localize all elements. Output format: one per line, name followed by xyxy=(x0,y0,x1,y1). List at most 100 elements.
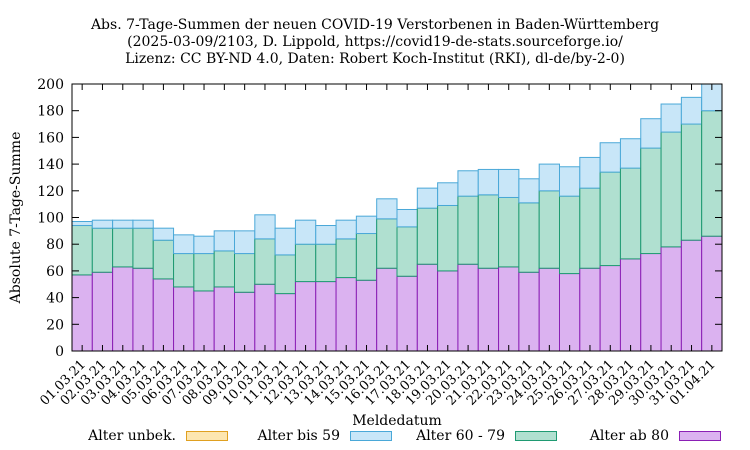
bar-segment xyxy=(173,234,195,255)
bar-segment xyxy=(193,290,215,352)
bar-segment xyxy=(112,219,134,229)
bar-segment xyxy=(315,225,337,245)
bar-segment xyxy=(599,171,621,267)
bar-segment xyxy=(71,225,93,276)
bar-segment xyxy=(254,283,276,352)
bar-segment xyxy=(559,195,581,275)
bar-segment xyxy=(274,254,296,295)
bar-segment xyxy=(355,279,378,352)
bar-segment xyxy=(294,281,317,352)
bar-segment xyxy=(234,253,256,293)
bar-segment xyxy=(254,238,276,285)
bar-segment xyxy=(457,170,479,197)
bar-segment xyxy=(335,219,357,240)
bar-segment xyxy=(112,227,134,268)
bar-segment xyxy=(335,277,357,352)
bar-segment xyxy=(315,243,337,283)
bar-segment xyxy=(640,147,662,255)
bar-segment xyxy=(294,219,317,245)
bar-segment xyxy=(680,96,703,125)
bar-segment xyxy=(71,274,93,352)
bar-segment xyxy=(559,166,581,197)
bar-segment xyxy=(376,267,398,352)
bar-segment xyxy=(254,214,276,240)
legend-label: Alter bis 59 xyxy=(257,428,340,444)
bar-segment xyxy=(173,286,195,352)
bar-segment xyxy=(234,291,256,352)
y-tick-label: 120 xyxy=(37,184,64,200)
bar-segment xyxy=(701,235,723,352)
legend-item-bis-59: Alter bis 59 xyxy=(0,428,392,444)
bar-segment xyxy=(559,273,581,352)
bar-segment xyxy=(437,182,459,206)
bar-segment xyxy=(376,218,398,269)
bar-segment xyxy=(477,267,500,352)
y-tick-label: 60 xyxy=(46,264,64,280)
bar-segment xyxy=(91,227,114,273)
legend-label: Alter ab 80 xyxy=(589,428,669,444)
bar-segment xyxy=(396,226,418,277)
legend-item-unbek: Alter unbek. xyxy=(0,428,228,444)
y-tick-label: 40 xyxy=(46,291,64,307)
bar-segment xyxy=(579,187,601,269)
legend-label: Alter unbek. xyxy=(88,428,176,444)
y-tick-label: 180 xyxy=(37,104,64,120)
bar-segment xyxy=(274,227,296,256)
bar-segment xyxy=(579,156,601,189)
bar-segment xyxy=(213,230,235,252)
bar-segment xyxy=(477,168,500,196)
y-tick-label: 160 xyxy=(37,130,64,146)
bar-segment xyxy=(680,123,703,241)
bar-segment xyxy=(294,243,317,283)
legend-swatch xyxy=(350,431,392,441)
bar-segment xyxy=(152,239,175,280)
bar-segment xyxy=(91,271,114,352)
bar-segment xyxy=(315,281,337,352)
bar-segment xyxy=(234,230,256,255)
y-tick-label: 20 xyxy=(46,317,64,333)
bar-segment xyxy=(640,118,662,149)
bar-segment xyxy=(498,196,520,268)
bar-segment xyxy=(599,265,621,352)
bar-segment xyxy=(416,187,439,209)
bar-segment xyxy=(71,221,93,227)
bar-segment xyxy=(599,142,621,173)
bar-segment xyxy=(152,278,175,352)
bar-segment xyxy=(152,227,175,241)
bar-segment xyxy=(477,194,500,269)
bar-segment xyxy=(619,138,642,169)
bar-segment xyxy=(437,204,459,272)
x-axis-label: Meldedatum xyxy=(352,413,442,429)
chart-subtitle-line-1: (2025-03-09/2103, D. Lippold, https://co… xyxy=(127,34,623,50)
bar-segment xyxy=(112,266,134,352)
bar-segment xyxy=(640,253,662,352)
bar-segment xyxy=(660,103,682,133)
bar-segment xyxy=(619,167,642,260)
bar-segment xyxy=(132,267,154,352)
bar-segment xyxy=(457,195,479,265)
chart-subtitle-line-2: Lizenz: CC BY-ND 4.0, Daten: Robert Koch… xyxy=(125,51,625,67)
bar-segment xyxy=(619,258,642,352)
bar-segment xyxy=(173,253,195,288)
bar-segment xyxy=(91,219,114,229)
bar-segment xyxy=(518,178,540,204)
legend-swatch xyxy=(186,431,228,441)
bar-segment xyxy=(680,239,703,352)
bar-segment xyxy=(355,233,378,281)
bar-segment xyxy=(538,163,560,192)
y-tick-label: 80 xyxy=(46,237,64,253)
bar-segment xyxy=(193,235,215,255)
bar-segment xyxy=(274,293,296,352)
y-tick-label: 200 xyxy=(37,77,64,93)
chart-title: Abs. 7-Tage-Summen der neuen COVID-19 Ve… xyxy=(90,17,660,33)
bar-segment xyxy=(498,168,520,198)
bar-segment xyxy=(355,215,378,235)
bar-segment xyxy=(660,131,682,248)
bar-segment xyxy=(396,275,418,352)
bar-segment xyxy=(660,246,682,352)
y-tick-label: 140 xyxy=(37,157,64,173)
bar-segment xyxy=(132,219,154,229)
bar-segment xyxy=(416,263,439,352)
legend-swatch xyxy=(515,431,557,441)
